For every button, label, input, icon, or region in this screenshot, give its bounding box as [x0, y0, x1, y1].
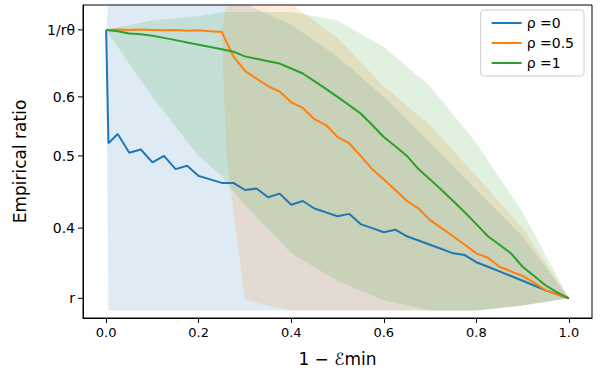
svg-text:0.4: 0.4 [281, 325, 302, 340]
svg-text:0.6: 0.6 [53, 89, 75, 105]
svg-text:0.8: 0.8 [466, 325, 487, 340]
svg-text:1 − ℰmin: 1 − ℰmin [298, 349, 376, 369]
svg-text:ρ =0: ρ =0 [527, 15, 561, 31]
svg-text:0.0: 0.0 [96, 325, 117, 340]
svg-text:0.6: 0.6 [373, 325, 394, 340]
svg-text:0.2: 0.2 [188, 325, 209, 340]
svg-text:0.5: 0.5 [53, 148, 75, 164]
svg-text:r: r [69, 290, 75, 306]
svg-text:Empirical ratio: Empirical ratio [10, 100, 30, 224]
svg-text:ρ =0.5: ρ =0.5 [527, 35, 574, 51]
svg-text:ρ =1: ρ =1 [527, 55, 561, 71]
svg-text:0.4: 0.4 [53, 220, 75, 236]
svg-text:1/rθ: 1/rθ [47, 22, 75, 38]
svg-text:1.0: 1.0 [559, 325, 580, 340]
